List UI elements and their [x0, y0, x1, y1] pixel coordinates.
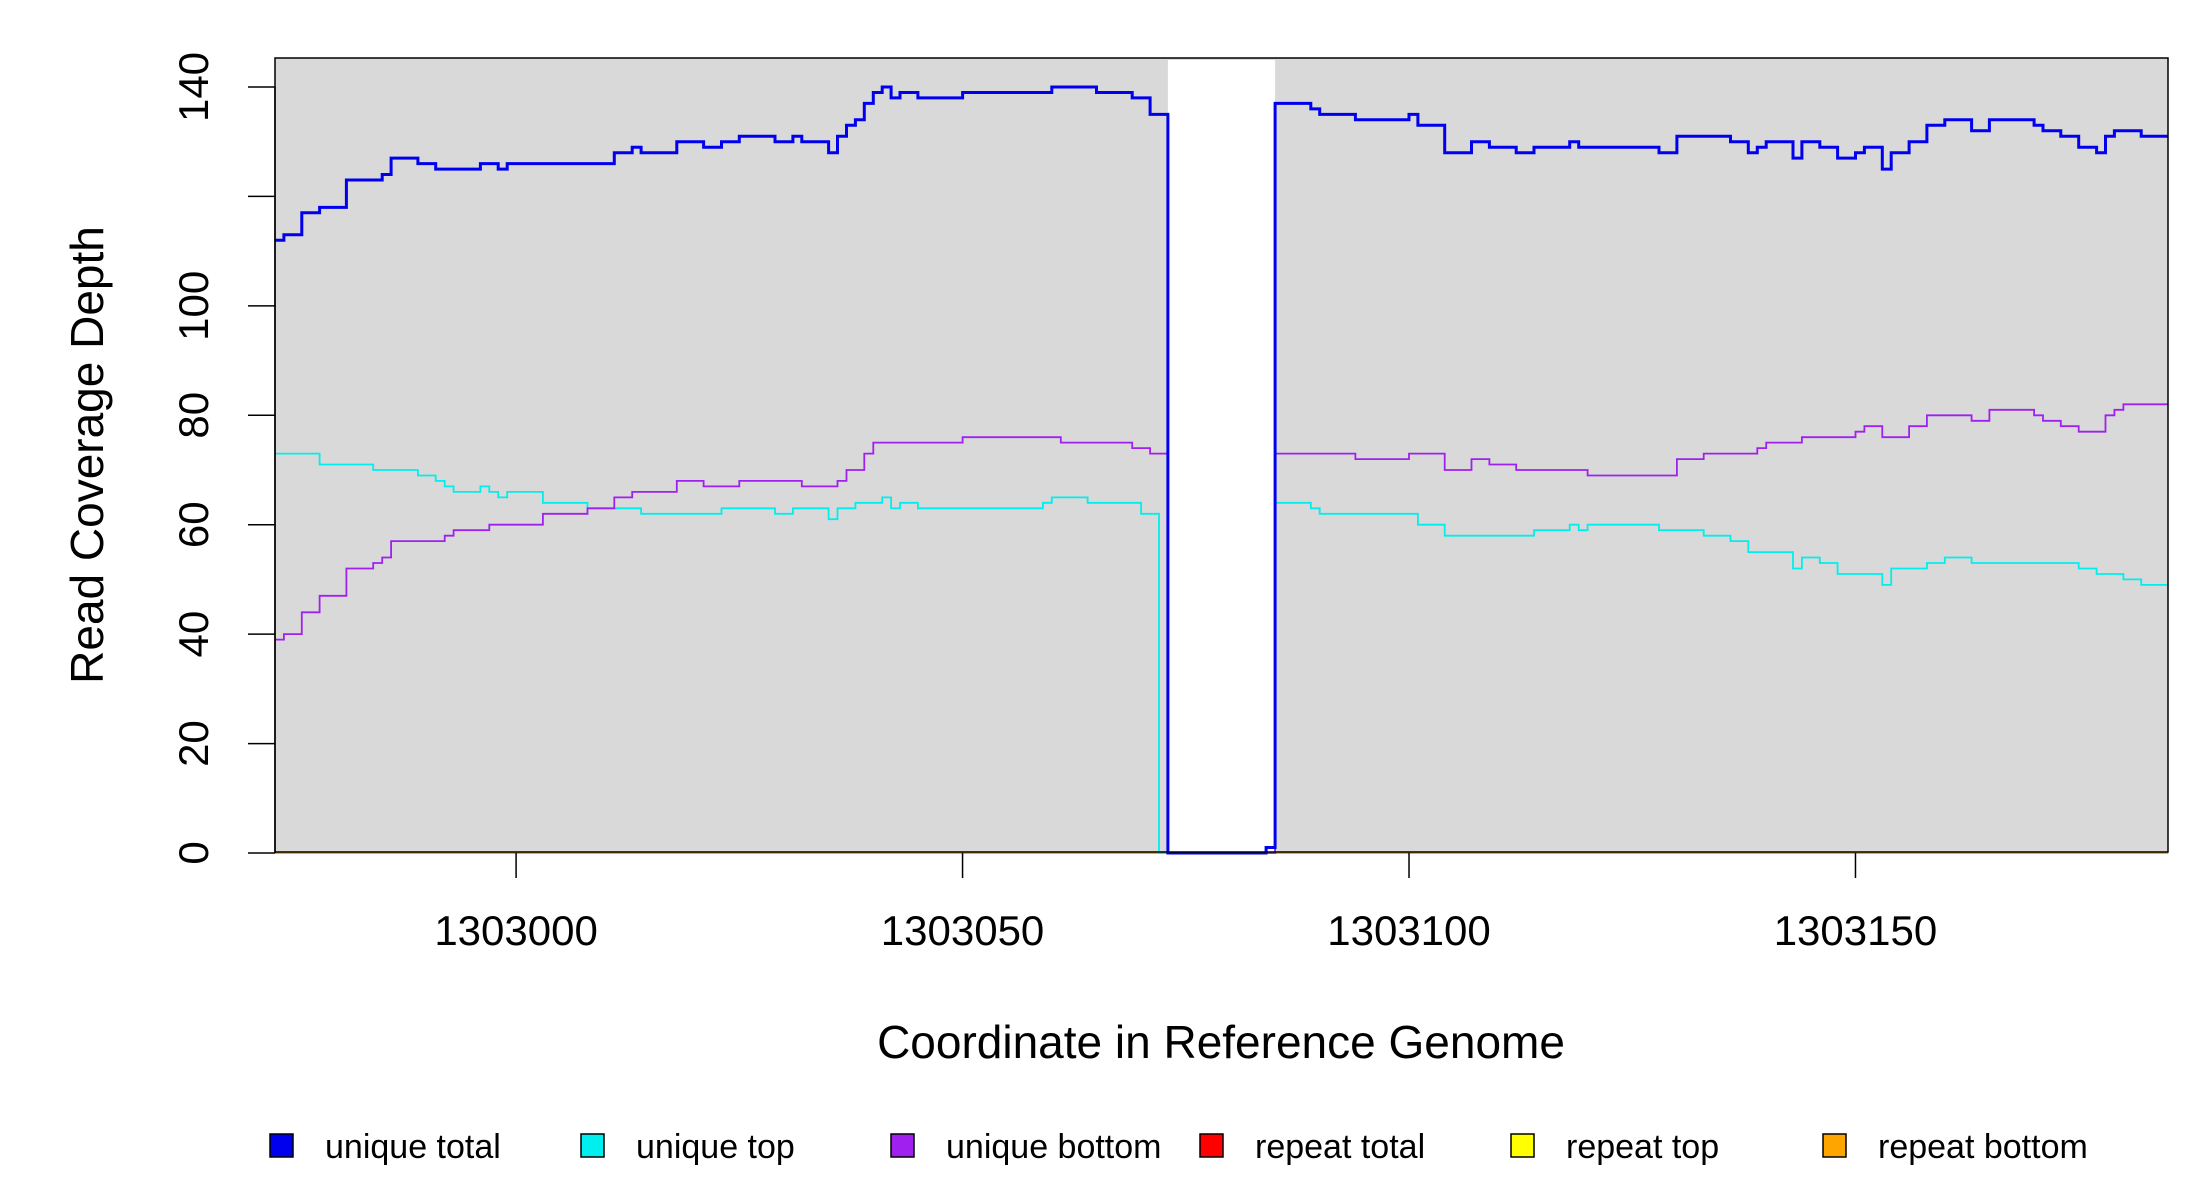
y-tick-label: 0: [170, 841, 217, 864]
series-unique-top: [275, 452, 2168, 854]
legend-swatch: [580, 1133, 605, 1158]
legend-swatch: [1822, 1133, 1847, 1158]
series-unique-total: [275, 85, 2168, 855]
x-tick-label: 1303000: [434, 907, 598, 954]
legend-label: repeat bottom: [1878, 1128, 2088, 1166]
legend-label: unique top: [636, 1128, 795, 1166]
y-tick-label: 140: [170, 52, 217, 122]
legend-swatch: [890, 1133, 915, 1158]
y-tick-label: 40: [170, 611, 217, 658]
y-tick-label: 20: [170, 720, 217, 767]
gap-region: [1167, 60, 1276, 852]
x-tick-label: 1303050: [881, 907, 1045, 954]
y-tick-label: 60: [170, 501, 217, 548]
legend-swatch: [1510, 1133, 1535, 1158]
y-axis-label: Read Coverage Depth: [61, 226, 113, 684]
legend: unique total unique top unique bottom repea…: [269, 1128, 2088, 1166]
x-axis: 1303000 1303050 1303100 1303150: [434, 853, 1937, 954]
x-tick-label: 1303100: [1327, 907, 1491, 954]
y-tick-label: 100: [170, 271, 217, 341]
legend-label: repeat total: [1255, 1128, 1425, 1166]
x-axis-label: Coordinate in Reference Genome: [877, 1016, 1565, 1068]
y-axis: 0 20 40 60 80 100 140: [170, 52, 276, 865]
legend-label: repeat top: [1566, 1128, 1719, 1166]
legend-swatch: [269, 1133, 294, 1158]
x-tick-label: 1303150: [1774, 907, 1938, 954]
legend-label: unique total: [325, 1128, 501, 1166]
y-tick-label: 80: [170, 392, 217, 439]
legend-swatch: [1199, 1133, 1224, 1158]
legend-label: unique bottom: [946, 1128, 1162, 1166]
series-layer: [275, 85, 2168, 855]
